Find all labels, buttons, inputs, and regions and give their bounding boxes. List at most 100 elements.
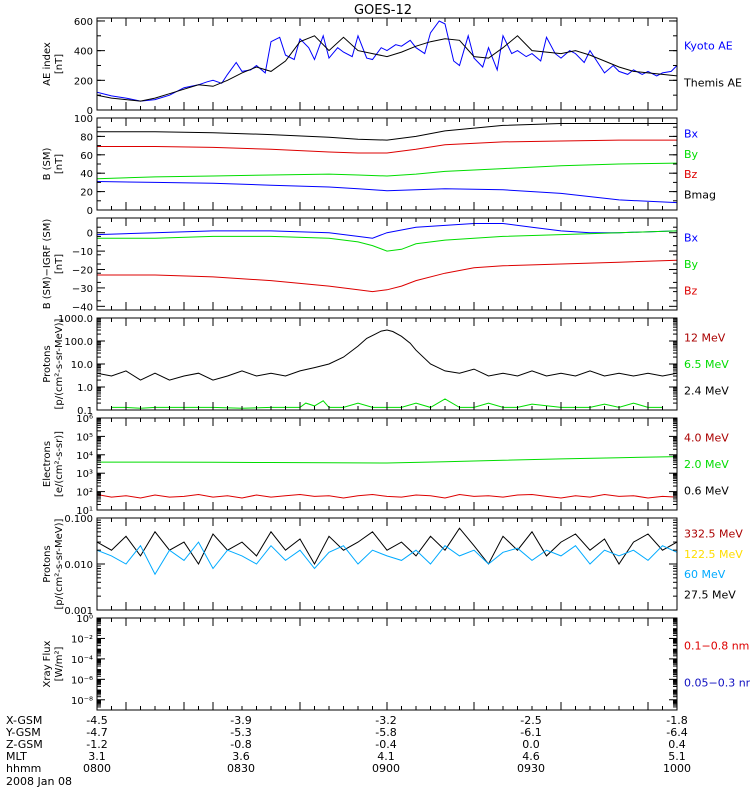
ytick-label-xray-2: 10⁻⁴	[71, 655, 93, 666]
ylabel-ae-0: AE index	[42, 42, 53, 86]
ytick-label-db-2: −20	[72, 266, 93, 277]
ytick-label-b-1: 20	[80, 188, 93, 199]
series-protons_high-0	[97, 527, 677, 566]
legend-b-1: By	[684, 148, 699, 161]
ytick-label-protons_low-2: 10.0	[71, 360, 93, 371]
ytick-label-db-3: −10	[72, 247, 93, 258]
ytick-label-protons_low-0: 0.1	[77, 406, 93, 417]
ytick-label-b-4: 80	[80, 132, 93, 143]
ytick-label-db-1: −30	[72, 284, 93, 295]
ylabel-protons_high-1: [p/(cm²-s-sr-MeV)]	[54, 518, 65, 609]
ytick-label-xray-4: 10⁰	[76, 614, 93, 625]
legend-db-2: Bz	[684, 284, 698, 297]
ytick-label-xray-0: 10⁻⁸	[71, 696, 93, 707]
ephem-value-4-3: 0930	[517, 762, 545, 775]
legend-protons_low-0: 12 MeV	[684, 332, 726, 345]
ylabel-protons_low-1: [p/(cm²-s-sr-MeV)]	[54, 318, 65, 409]
ylabel-xray-0: Xray Flux	[42, 640, 53, 687]
ephem-value-4-2: 0900	[372, 762, 400, 775]
ytick-label-protons_low-1: 1.0	[77, 383, 93, 394]
panel-b: 0 20 40 60 80 100 B (SM) [nT] Bx By Bz Bmag	[42, 114, 716, 217]
ephemeris-table: X-GSM -4.5 -3.9 -3.2 -2.5 -1.8 Y-GSM -4.7 -5.3 -5…	[5, 714, 691, 775]
ephem-value-4-0: 0800	[83, 762, 111, 775]
ephem-label-1: Y-GSM	[5, 726, 41, 739]
panel-protons_low: 0.1 1.0 10.0 100.0 1000.0 Protons [p/(cm²-s-sr…	[42, 314, 729, 417]
series-ae-1	[97, 35, 677, 102]
ytick-label-b-2: 40	[80, 169, 93, 180]
ylabel-electrons-1: [e/(cm²-s-sr)]	[54, 431, 65, 497]
series-db-2	[97, 259, 677, 293]
ytick-label-protons_high-1: 0.010	[64, 560, 93, 571]
ytick-label-db-4: 0	[87, 229, 93, 240]
ylabel-protons_low-0: Protons	[42, 345, 53, 382]
legend-b-3: Bmag	[684, 189, 716, 202]
legend-protons_low-1: 6.5 MeV	[684, 358, 729, 371]
panel-electrons: 10¹ 10² 10³ 10⁴ 10⁵ 10⁶ Electrons [e/(cm²-s-sr)…	[42, 414, 729, 517]
series-protons_low-1	[111, 398, 663, 409]
series-b-3	[97, 181, 677, 204]
legend-protons_low-2: 2.4 MeV	[684, 384, 729, 397]
series-ae-0	[97, 20, 677, 102]
ephem-value-3-4: 5.1	[668, 750, 686, 763]
ytick-label-electrons-0: 10¹	[76, 506, 93, 517]
ytick-label-xray-1: 10⁻⁶	[71, 675, 93, 686]
legend-ae-1: Themis AE	[683, 76, 742, 89]
legend-db-0: Bx	[684, 232, 699, 245]
ylabel-b-1: [nT]	[54, 154, 65, 174]
ylabel-db-1: [nT]	[54, 254, 65, 274]
series-db-0	[97, 223, 677, 239]
ytick-label-ae-1: 200	[74, 76, 93, 87]
ephem-label-2: Z-GSM	[6, 738, 43, 751]
legend-xray-1: 0.05−0.3 nm	[684, 676, 750, 689]
ytick-label-b-0: 0	[87, 206, 93, 217]
panel-db: −40 −30 −20 −10 0 B (SM)−IGRF (SM) [nT] Bx By Bz	[42, 217, 699, 313]
ylabel-ae-1: [nT]	[54, 54, 65, 74]
ephem-value-1-1: -5.3	[230, 726, 251, 739]
ytick-label-ae-3: 600	[74, 17, 93, 28]
ytick-label-protons_low-3: 100.0	[64, 337, 93, 348]
ytick-label-electrons-4: 10⁵	[76, 432, 93, 443]
ytick-label-protons_low-4: 1000.0	[58, 314, 93, 325]
figure-title: GOES-12	[354, 3, 412, 18]
ylabel-b-0: B (SM)	[42, 147, 53, 180]
panel-protons_high: 0.001 0.010 0.100 Protons [p/(cm²-s-sr-MeV)]…	[42, 514, 743, 617]
ylabel-protons_high-0: Protons	[42, 545, 53, 582]
legend-ae-0: Kyoto AE	[684, 40, 733, 53]
ylabel-xray-1: [W/m²]	[54, 646, 65, 681]
ephem-value-2-4: 0.4	[668, 738, 686, 751]
ephem-value-3-3: 4.6	[522, 750, 540, 763]
ephem-value-2-2: -0.4	[375, 738, 396, 751]
panel-frame-ae	[96, 17, 678, 111]
legend-protons_high-3: 27.5 MeV	[684, 589, 736, 602]
ytick-label-xray-3: 10⁻²	[71, 634, 93, 645]
series-db-1	[97, 230, 677, 252]
ephem-value-0-3: -2.5	[520, 714, 541, 727]
panel-xray: 10⁻⁸ 10⁻⁶ 10⁻⁴ 10⁻² 10⁰ Xray Flux [W/m²] 0.1−0.…	[42, 614, 750, 711]
series-electrons-1	[97, 493, 677, 499]
ytick-label-ae-2: 400	[74, 47, 93, 58]
ephem-value-3-0: 3.1	[88, 750, 106, 763]
ylabel-electrons-0: Electrons	[42, 441, 53, 487]
ytick-label-electrons-1: 10²	[76, 488, 93, 499]
legend-protons_high-2: 60 MeV	[684, 568, 726, 581]
ephem-label-4: hhmm	[6, 762, 41, 775]
legend-b-2: Bz	[684, 168, 698, 181]
ephem-value-2-0: -1.2	[86, 738, 107, 751]
ephem-value-0-0: -4.5	[86, 714, 107, 727]
ephem-value-4-4: 1000	[663, 762, 691, 775]
ephem-value-0-2: -3.2	[375, 714, 396, 727]
series-b-2	[97, 162, 677, 180]
ephem-value-1-3: -6.1	[520, 726, 541, 739]
ephem-value-2-3: 0.0	[522, 738, 540, 751]
panel-ae: 0 200 400 600 AE index [nT] Kyoto AE Themis AE	[42, 17, 742, 117]
ytick-label-db-0: −40	[72, 302, 93, 313]
ephem-label-0: X-GSM	[6, 714, 42, 727]
ephem-value-3-1: 3.6	[232, 750, 250, 763]
legend-protons_high-1: 122.5 MeV	[684, 548, 743, 561]
ytick-label-electrons-5: 10⁶	[76, 414, 93, 425]
legend-electrons-2: 0.6 MeV	[684, 484, 729, 497]
ytick-label-electrons-2: 10³	[76, 469, 93, 480]
ytick-label-protons_high-2: 0.100	[64, 514, 93, 525]
